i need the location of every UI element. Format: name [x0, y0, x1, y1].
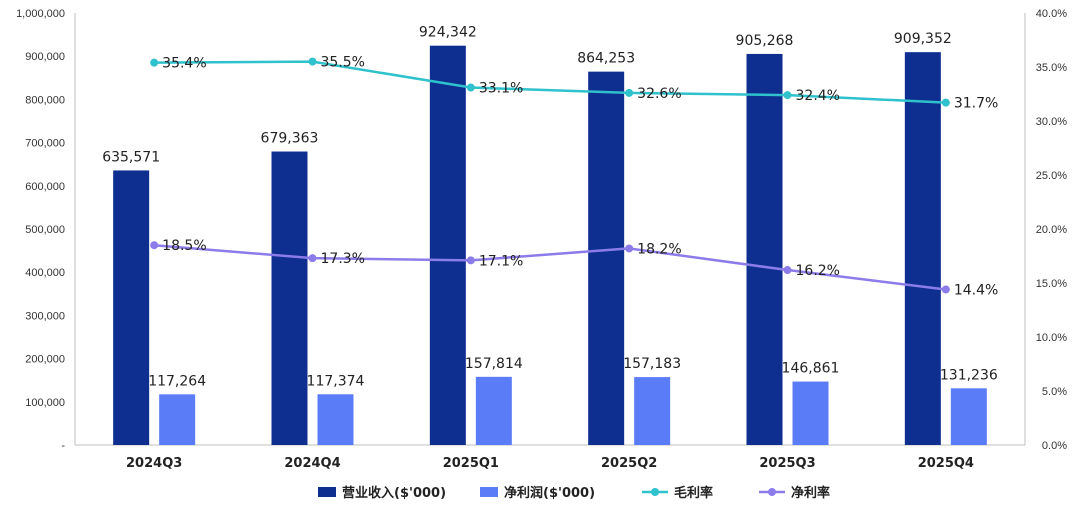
y-left-tick-label: 100,000 [25, 397, 65, 409]
revenue-bar [271, 151, 308, 445]
gross-margin-point [941, 98, 950, 107]
revenue-data-label: 905,268 [736, 33, 794, 49]
revenue-bar [113, 170, 150, 445]
net-margin-data-label: 17.3% [321, 251, 365, 267]
net-profit-bar [475, 376, 512, 445]
net-margin-point [783, 266, 792, 275]
y-left-tick-label: 400,000 [25, 267, 65, 279]
net-margin-data-label: 16.2% [796, 263, 840, 279]
net-margin-data-label: 14.4% [954, 282, 998, 298]
gross-margin-data-label: 35.4% [162, 56, 206, 72]
net-profit-bar [159, 394, 196, 445]
net-margin-data-label: 17.1% [479, 253, 523, 269]
gross-margin-point [466, 83, 475, 92]
legend-marker-gross-margin [651, 488, 659, 496]
x-tick-label: 2025Q4 [918, 456, 974, 471]
net-profit-data-label: 146,861 [782, 361, 840, 377]
net-profit-bar [317, 394, 354, 445]
legend-swatch-revenue [318, 487, 336, 497]
y-right-tick-label: 10.0% [1036, 332, 1067, 344]
net-profit-bar [792, 381, 829, 445]
x-tick-label: 2025Q2 [601, 456, 657, 471]
legend-label-net-profit: 净利润($'000) [504, 485, 595, 501]
revenue-data-label: 635,571 [102, 149, 160, 165]
net-profit-data-label: 157,814 [465, 356, 523, 372]
revenue-data-label: 909,352 [894, 31, 952, 47]
y-right-tick-label: 20.0% [1036, 224, 1067, 236]
y-left-tick-label: 500,000 [25, 224, 65, 236]
net-margin-point [941, 285, 950, 294]
x-tick-label: 2025Q3 [759, 456, 815, 471]
gross-margin-data-label: 33.1% [479, 81, 523, 97]
gross-margin-data-label: 32.4% [796, 88, 840, 104]
legend-label-net-margin: 净利率 [791, 485, 830, 501]
revenue-bar [429, 45, 466, 445]
gross-margin-point [625, 88, 634, 97]
gross-margin-data-label: 32.6% [637, 86, 681, 102]
gross-margin-point [308, 57, 317, 66]
y-right-tick-label: 35.0% [1036, 62, 1067, 74]
y-right-tick-label: 15.0% [1036, 278, 1067, 290]
revenue-bar [904, 52, 941, 445]
y-left-tick-label: 600,000 [25, 181, 65, 193]
revenue-data-label: 864,253 [577, 51, 635, 67]
y-left-tick-label: 200,000 [25, 354, 65, 366]
net-profit-data-label: 117,264 [148, 373, 206, 389]
y-left-tick-label: 700,000 [25, 138, 65, 150]
net-profit-bar [950, 388, 987, 445]
legend-marker-net-margin [768, 488, 776, 496]
net-profit-bar [634, 377, 671, 445]
x-tick-label: 2025Q1 [443, 456, 499, 471]
net-margin-point [625, 244, 634, 253]
x-tick-label: 2024Q3 [126, 456, 182, 471]
y-right-tick-label: 0.0% [1042, 440, 1067, 452]
x-tick-label: 2024Q4 [284, 456, 340, 471]
y-left-tick-label: 900,000 [25, 51, 65, 63]
y-left-tick-label: 300,000 [25, 310, 65, 322]
revenue-data-label: 679,363 [261, 131, 319, 147]
revenue-bar [746, 53, 783, 445]
y-right-tick-label: 25.0% [1036, 170, 1067, 182]
y-right-tick-label: 5.0% [1042, 386, 1067, 398]
net-margin-line [154, 243, 946, 291]
net-margin-data-label: 18.2% [637, 241, 681, 257]
net-profit-data-label: 117,374 [307, 373, 365, 389]
y-left-tick-label: 1,000,000 [16, 8, 65, 20]
gross-margin-point [783, 91, 792, 100]
net-margin-point [308, 254, 317, 263]
y-right-tick-label: 40.0% [1036, 8, 1067, 20]
y-left-tick-label: - [61, 440, 65, 452]
gross-margin-point [150, 58, 159, 67]
revenue-bar [588, 71, 625, 445]
legend-label-revenue: 营业收入($'000) [342, 485, 446, 501]
legend-swatch-net-profit [480, 487, 498, 497]
revenue-data-label: 924,342 [419, 25, 477, 41]
legend-label-gross-margin: 毛利率 [674, 485, 713, 501]
net-profit-data-label: 131,236 [940, 367, 998, 383]
net-margin-point [466, 256, 475, 265]
y-right-tick-label: 30.0% [1036, 116, 1067, 128]
gross-margin-data-label: 35.5% [321, 55, 365, 71]
gross-margin-line [154, 60, 946, 104]
y-left-tick-label: 800,000 [25, 94, 65, 106]
net-margin-data-label: 18.5% [162, 238, 206, 254]
net-profit-data-label: 157,183 [623, 356, 681, 372]
net-margin-point [150, 241, 159, 250]
gross-margin-data-label: 31.7% [954, 96, 998, 112]
